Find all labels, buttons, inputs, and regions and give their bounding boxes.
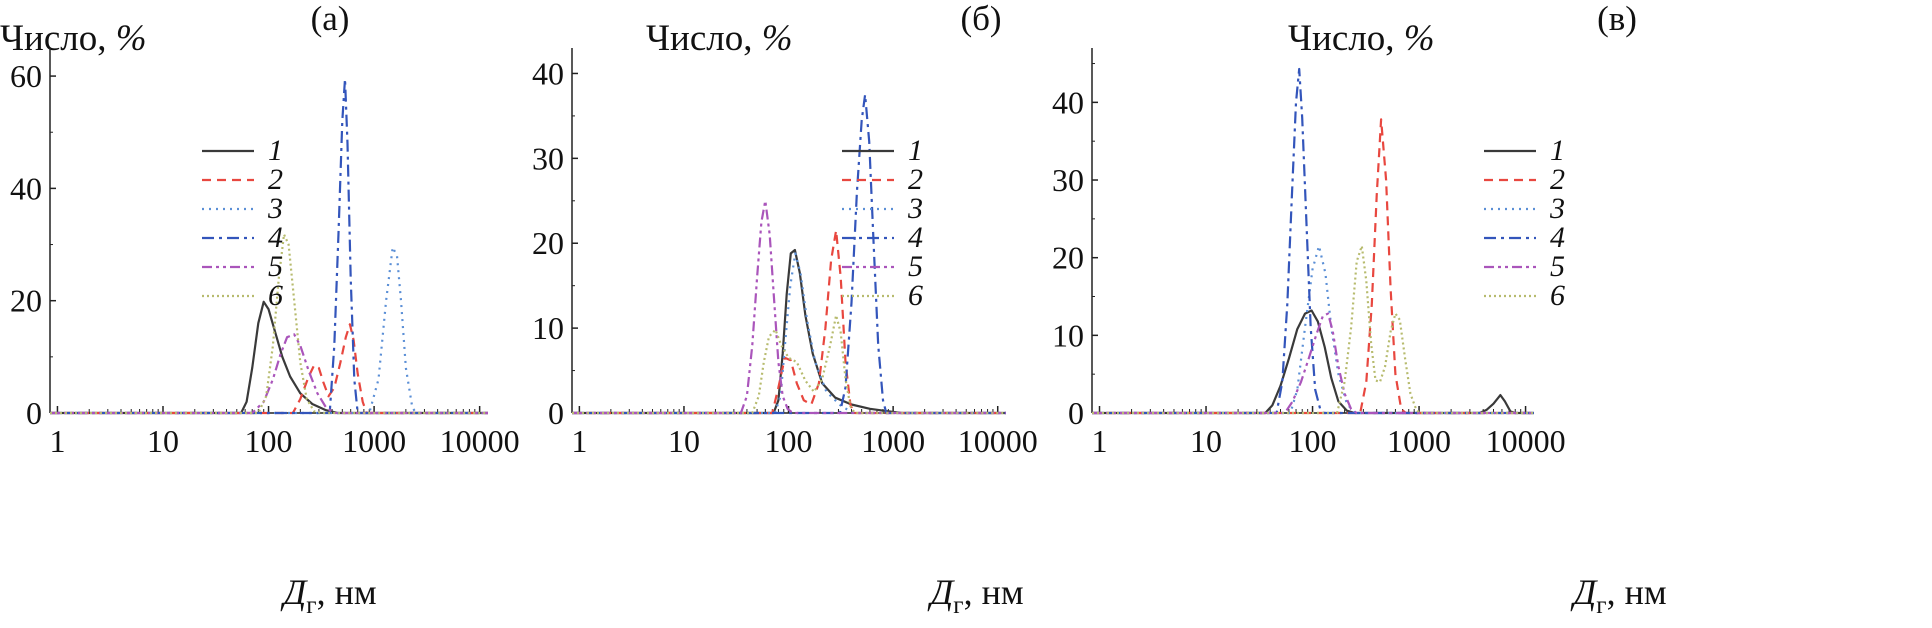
x-tick-label: 10000 <box>958 423 1038 459</box>
legend-label-1: 1 <box>1550 134 1565 167</box>
y-axis-label: Число, % <box>1288 18 1435 59</box>
y-tick-label: 10 <box>1052 317 1084 353</box>
y-tick-label: 0 <box>1068 395 1084 431</box>
legend-label-3: 3 <box>907 192 923 225</box>
legend-label-5: 5 <box>268 250 283 283</box>
x-tick-label: 100 <box>765 423 813 459</box>
y-tick-label: 40 <box>10 170 42 206</box>
x-tick-label: 10000 <box>1486 423 1566 459</box>
x-tick-label: 10000 <box>440 423 520 459</box>
y-axis-label: Число, % <box>646 18 793 59</box>
y-axis-label: Число, % <box>0 18 147 59</box>
series-line-2 <box>50 323 488 415</box>
panel-label: (б) <box>960 0 1001 38</box>
series-line-5 <box>572 199 1006 415</box>
legend-label-4: 4 <box>908 221 923 254</box>
x-tick-label: 100 <box>245 423 293 459</box>
legend-label-5: 5 <box>1550 250 1565 283</box>
panel-c: Число, % (в) Дг, нм 0 10 20 30 40 1 10 100 1000 1… <box>1052 0 1667 619</box>
series-line-2 <box>572 229 1006 415</box>
series-line-2 <box>1092 118 1534 415</box>
y-tick-label: 0 <box>548 395 564 431</box>
legend-label-6: 6 <box>1550 279 1565 312</box>
series-line-4 <box>50 77 488 415</box>
panel-a: Число, % (a) Дг, нм 0 20 40 60 1 10 100 1000 100… <box>0 0 520 619</box>
series-line-4 <box>1092 67 1534 415</box>
legend-label-4: 4 <box>268 221 283 254</box>
y-tick-label: 20 <box>1052 240 1084 276</box>
series-line-1 <box>1092 309 1534 415</box>
x-axis-label: Дг, нм <box>927 572 1023 619</box>
legend-label-4: 4 <box>1550 221 1565 254</box>
x-tick-label: 1000 <box>342 423 406 459</box>
x-tick-label: 10 <box>1190 423 1222 459</box>
x-axis-label: Дг, нм <box>280 572 376 619</box>
series-line-5 <box>50 333 488 415</box>
x-tick-label: 10 <box>147 423 179 459</box>
x-tick-label: 1 <box>49 423 65 459</box>
series-line-4 <box>572 93 1006 415</box>
x-tick-label: 100 <box>1289 423 1337 459</box>
legend-label-2: 2 <box>268 163 283 196</box>
y-tick-label: 40 <box>1052 84 1084 120</box>
series-line-1 <box>50 300 488 415</box>
panel-label: (a) <box>311 0 350 38</box>
x-tick-label: 10 <box>668 423 700 459</box>
x-axis-label: Дг, нм <box>1570 572 1666 619</box>
series-line-1 <box>572 248 1006 415</box>
series-line-5 <box>1092 312 1534 415</box>
legend-label-3: 3 <box>267 192 283 225</box>
x-tick-label: 1000 <box>861 423 925 459</box>
series-line-3 <box>50 246 488 415</box>
y-tick-label: 20 <box>532 225 564 261</box>
series-line-6 <box>50 233 488 415</box>
panel-b: Число, % (б) Дг, нм 0 10 20 30 40 1 10 100 1000 1… <box>532 0 1038 619</box>
y-tick-label: 30 <box>532 140 564 176</box>
legend-label-3: 3 <box>1549 192 1565 225</box>
y-tick-label: 20 <box>10 283 42 319</box>
y-tick-label: 60 <box>10 58 42 94</box>
panel-label: (в) <box>1597 0 1637 38</box>
legend-label-1: 1 <box>908 134 923 167</box>
legend-label-5: 5 <box>908 250 923 283</box>
y-tick-label: 40 <box>532 55 564 91</box>
legend-label-1: 1 <box>268 134 283 167</box>
y-tick-label: 30 <box>1052 162 1084 198</box>
series-line-6 <box>1092 244 1534 415</box>
y-tick-label: 0 <box>26 395 42 431</box>
series-line-3 <box>1092 244 1534 415</box>
legend-label-2: 2 <box>1550 163 1565 196</box>
x-tick-label: 1000 <box>1387 423 1451 459</box>
series-line-6 <box>572 314 1006 415</box>
legend-label-2: 2 <box>908 163 923 196</box>
legend-label-6: 6 <box>268 279 283 312</box>
legend-label-6: 6 <box>908 279 923 312</box>
x-tick-label: 1 <box>1092 423 1108 459</box>
y-tick-label: 10 <box>532 310 564 346</box>
x-tick-label: 1 <box>571 423 587 459</box>
